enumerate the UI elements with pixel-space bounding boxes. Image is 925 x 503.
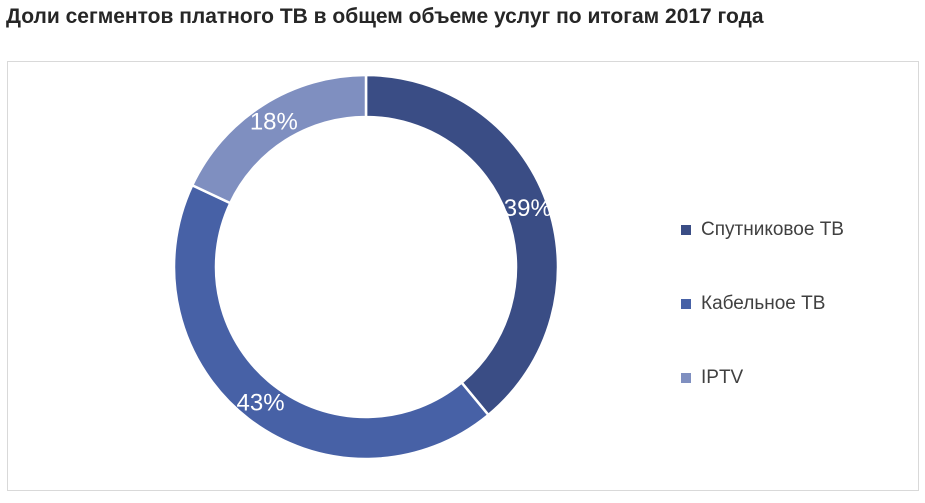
- legend-item-iptv: IPTV: [681, 360, 844, 396]
- legend-swatch: [681, 225, 691, 235]
- legend-label: Спутниковое ТВ: [701, 219, 844, 240]
- slice-cable-tv: [172, 183, 491, 461]
- legend-swatch: [681, 299, 691, 309]
- chart-area: 39% 43% 18% Спутниковое ТВ Кабельное ТВ IP…: [7, 61, 919, 491]
- data-label-iptv: 18%: [250, 108, 298, 135]
- donut-chart: 39% 43% 18%: [172, 73, 560, 461]
- slice-iptv: [190, 73, 368, 205]
- data-label-satellite-tv: 39%: [504, 195, 552, 222]
- legend-label: IPTV: [701, 367, 744, 388]
- legend-item-cable-tv: Кабельное ТВ: [681, 286, 844, 322]
- data-label-cable-tv: 43%: [237, 389, 285, 416]
- legend-swatch: [681, 373, 691, 383]
- legend-item-satellite-tv: Спутниковое ТВ: [681, 212, 844, 248]
- legend-label: Кабельное ТВ: [701, 293, 826, 314]
- legend: Спутниковое ТВ Кабельное ТВ IPTV: [681, 212, 844, 434]
- chart-title: Доли сегментов платного ТВ в общем объем…: [6, 5, 764, 28]
- slice-satellite-tv: [364, 73, 560, 417]
